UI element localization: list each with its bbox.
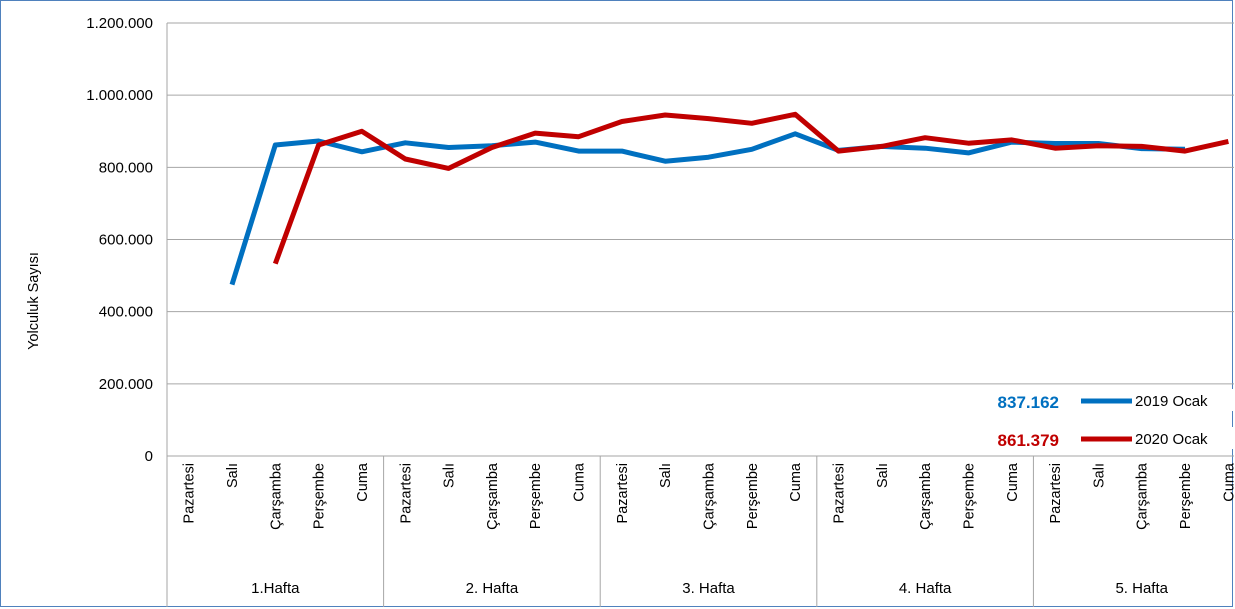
y-tick-label: 0 [145,448,153,465]
x-tick-label: Pazartesi [831,463,847,523]
x-tick-label: Çarşamba [1135,462,1151,530]
x-tick-label: Cuma [355,462,371,502]
x-tick-label: Çarşamba [702,462,718,530]
average-value-label: 861.379 [998,431,1059,450]
x-tick-label: Salı [1091,463,1107,488]
x-tick-label: Perşembe [528,463,544,529]
x-group-label: 4. Hafta [899,580,952,597]
y-tick-label: 800.000 [99,159,153,176]
y-tick-label: 200.000 [99,376,153,393]
x-tick-label: Çarşamba [485,462,501,530]
x-tick-label: Cuma [1221,462,1234,502]
x-tick-label: Cuma [1005,462,1021,502]
x-tick-label: Perşembe [1178,463,1194,529]
x-tick-label: Perşembe [312,463,328,529]
series-2 [272,111,1229,265]
series-line [272,111,1229,265]
x-tick-label: Çarşamba [918,462,934,530]
y-tick-label: 1.000.000 [86,87,153,104]
x-tick-label: Pazartesi [182,463,198,523]
x-tick-label: Pazartesi [615,463,631,523]
series-1 [229,131,1186,286]
legend-label: 2020 Ocak [1135,431,1208,448]
x-tick-label: Cuma [788,462,804,502]
x-tick-label: Perşembe [961,463,977,529]
legend-background [1077,389,1234,411]
y-axis-ticks: 0 200.000 400.000 600.000 800.000 1.000.000 1.… [86,15,153,465]
x-tick-label: Salı [225,463,241,488]
x-tick-label: Salı [875,463,891,488]
x-tick-label: Çarşamba [268,462,284,530]
series-line [229,131,1186,286]
average-value-label: 837.162 [998,393,1059,412]
x-group-label: 5. Hafta [1115,580,1168,597]
x-tick-label: Salı [442,463,458,488]
x-tick-label: Pazartesi [398,463,414,523]
series-lines [229,111,1229,286]
x-tick-label: Perşembe [745,463,761,529]
x-group-label: 2. Hafta [466,580,519,597]
y-tick-label: 600.000 [99,232,153,249]
x-group-label: 3. Hafta [682,580,735,597]
y-tick-label: 1.200.000 [86,15,153,32]
y-axis-title: Yolculuk Sayısı [26,252,42,350]
y-tick-label: 400.000 [99,304,153,321]
x-tick-label: Cuma [572,462,588,502]
x-axis: Pazartesi Salı Çarşamba Perşembe Cuma Pazarte… [166,23,1234,607]
legend-background [1077,427,1234,449]
x-group-label: 1.Hafta [251,580,300,597]
legend: 2019 Ocak 837.162 2020 Ocak 861.379 [998,389,1234,450]
x-tick-label: Pazartesi [1048,463,1064,523]
legend-label: 2019 Ocak [1135,393,1208,410]
x-tick-label: Salı [658,463,674,488]
gridlines [167,22,1234,385]
